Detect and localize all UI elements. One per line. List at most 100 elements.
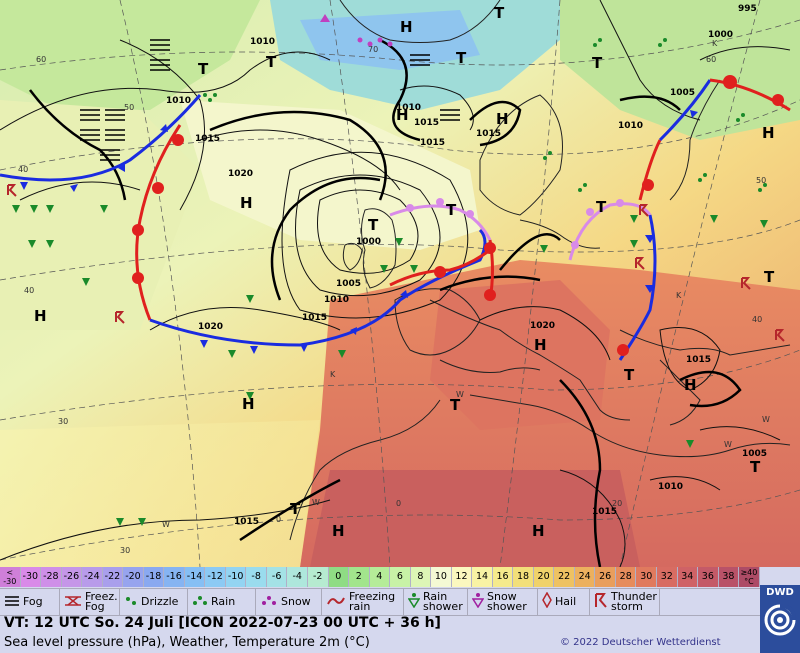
pressure-label: 1010	[324, 295, 349, 305]
warm-front-baltic	[638, 139, 662, 201]
cold-front-west	[0, 94, 202, 182]
low-pressure-center: T	[596, 198, 607, 216]
mild-zone-center	[180, 100, 480, 250]
graticule-labels: 60 50 40 40 30 30 70 60 50 40 20 0 0	[18, 45, 766, 555]
pressure-label: 1015	[476, 129, 501, 139]
low-pressure-center: T	[368, 216, 379, 234]
weather-key-thunderstorm: Thunder storm	[590, 589, 660, 615]
high-pressure-center: H	[496, 110, 509, 128]
copyright: © 2022 Deutscher Wetterdienst	[560, 637, 721, 648]
weather-key-label: Freez. Fog	[85, 590, 118, 613]
rain-shower-icon	[407, 592, 423, 612]
pressure-label: 1015	[414, 118, 439, 128]
temperature-scale-cell: 0	[328, 567, 350, 587]
weather-key-drizzle: Drizzle	[120, 589, 188, 615]
cool-zone-northwest	[0, 0, 260, 110]
temperature-scale-cell: -16	[164, 567, 185, 587]
airmass-mark: W	[762, 415, 770, 424]
weather-key-hail: Hail	[538, 589, 590, 615]
pressure-label: 1010	[658, 482, 683, 492]
pressure-systems: H H H H H H H H H H H T T T T T T T T T …	[34, 4, 775, 540]
temperature-scale-cell: 14	[472, 567, 493, 587]
weather-key-label: Freezing rain	[349, 590, 396, 613]
temperature-scale-cell: -4	[287, 567, 308, 587]
weather-key-label: Drizzle	[141, 595, 179, 608]
temperature-scale-cell: 28	[615, 567, 637, 587]
weather-key-label: Hail	[555, 595, 577, 608]
pressure-label: 1015	[234, 517, 259, 527]
mild-zone-atlantic	[0, 100, 200, 330]
temperature-scale-cell: 16	[492, 567, 514, 587]
pressure-label: 1010	[618, 121, 643, 131]
cold-front-north	[658, 79, 712, 142]
dwd-logo: DWD	[760, 585, 800, 653]
temperature-scale-cell: < -30	[0, 567, 21, 587]
temperature-scale-cell: -24	[82, 567, 103, 587]
weather-key-label: Fog	[23, 595, 43, 608]
low-pressure-center: T	[494, 4, 505, 22]
airmass-marks: K K K W W W W W	[162, 39, 770, 529]
temperature-scale-cell: -10	[225, 567, 247, 587]
temperature-scale-cell: 4	[369, 567, 391, 587]
valid-time: VT: 12 UTC So. 24 Juli [ICON 2022-07-23 …	[4, 615, 441, 631]
low-pressure-center: T	[266, 53, 277, 71]
pressure-label: 1000	[356, 237, 381, 247]
major-isobars	[29, 38, 742, 567]
fog-icon	[4, 593, 23, 612]
low-pressure-center: T	[592, 54, 603, 72]
hot-zone-africa	[310, 470, 640, 567]
temperature-scale-cell: 26	[595, 567, 616, 587]
weather-key-rain-shower: Rain shower	[404, 589, 468, 615]
drizzle-icon	[124, 593, 141, 612]
airmass-mark: W	[312, 498, 320, 507]
latitude-label: 40	[752, 315, 762, 324]
pressure-label: 1005	[742, 449, 767, 459]
pressure-label: 1020	[228, 169, 253, 179]
map-subtitle: Sea level pressure (hPa), Weather, Tempe…	[4, 635, 370, 650]
temperature-scale-cell: 8	[410, 567, 432, 587]
temperature-scale-cell: -28	[41, 567, 62, 587]
latitude-label: 70	[368, 45, 378, 54]
longitude-label: 0	[276, 515, 281, 524]
longitude-label: 0	[396, 499, 401, 508]
legend-panel: < -30 -30 -28 -26 -24 -22 -20 -18 -16 -14 -12 -10 -8-…	[0, 567, 800, 653]
airmass-mark: K	[712, 39, 718, 48]
high-pressure-center: H	[332, 522, 345, 540]
temperature-scale-cell: 22	[554, 567, 575, 587]
dwd-swirl-icon	[764, 604, 796, 636]
airmass-mark: K	[330, 370, 336, 379]
cold-front-east	[618, 214, 657, 361]
temperature-scale-cell: -20	[123, 567, 144, 587]
latitude-label: 50	[124, 103, 134, 112]
weather-key-fog: Fog	[0, 589, 60, 615]
weather-key-label: Snow shower	[487, 590, 527, 613]
low-pressure-center: T	[290, 500, 301, 518]
high-pressure-center: H	[34, 307, 47, 325]
high-pressure-center: H	[242, 395, 255, 413]
pressure-label: 1005	[336, 279, 361, 289]
temperature-scale-cell: 6	[390, 567, 411, 587]
pressure-label: 1015	[592, 507, 617, 517]
weather-key-freezing-fog: Freez. Fog	[60, 589, 120, 615]
high-pressure-center: H	[240, 194, 253, 212]
pressure-label: 1015	[195, 134, 220, 144]
warm-front-uk	[389, 248, 491, 287]
latitude-label: 40	[18, 165, 28, 174]
temperature-scale-cell: 12	[451, 567, 473, 587]
temperature-scale-cell: -8	[246, 567, 267, 587]
weather-map: 995 1000 1005 1010 1015 1010 1010 1015 1…	[0, 0, 800, 567]
temperature-scale-cell: 20	[533, 567, 555, 587]
front-symbols	[20, 75, 784, 356]
airmass-mark: W	[456, 390, 464, 399]
temperature-scale-cell: 38	[718, 567, 740, 587]
freezing-rain-icon	[326, 593, 349, 612]
temperature-scale-cell: -2	[307, 567, 329, 587]
temperature-scale-cell: 18	[513, 567, 534, 587]
low-pressure-center: T	[450, 396, 461, 414]
pressure-label: 1015	[420, 138, 445, 148]
snow-icon	[260, 593, 281, 612]
weather-key-label: Thunder storm	[611, 590, 657, 613]
graticule	[0, 0, 800, 567]
temperature-scale-cell: 24	[574, 567, 596, 587]
high-pressure-center: H	[532, 522, 545, 540]
